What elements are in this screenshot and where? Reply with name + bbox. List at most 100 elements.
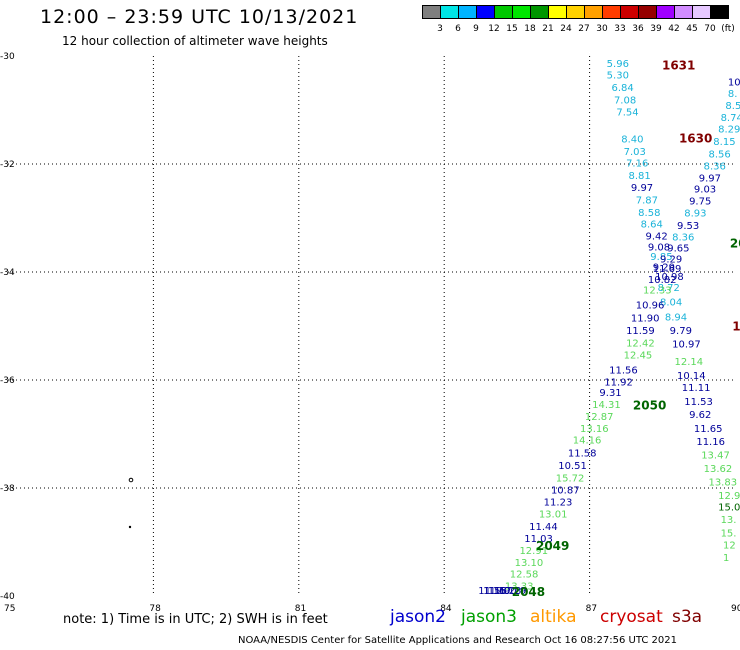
swh-value: 13.33 [505, 582, 534, 593]
swh-value: 11.03 [524, 534, 553, 545]
pass-label: 1629 [732, 319, 740, 333]
scale-label: 12 [488, 24, 500, 34]
swh-value: 11.16 [696, 437, 725, 448]
swh-value: 12.14 [675, 357, 704, 368]
swh-value: 6.84 [612, 83, 634, 94]
swh-value: 1 [723, 553, 729, 564]
swh-value: 11.58 [568, 449, 597, 460]
scale-label: 18 [524, 24, 536, 34]
swh-value: 13.47 [701, 450, 730, 461]
swh-value: 11.11 [682, 383, 711, 394]
swh-value: 13.83 [708, 477, 737, 488]
swh-value: 13.16 [580, 424, 609, 435]
note-text: note: 1) Time is in UTC; 2) SWH is in fe… [63, 612, 328, 627]
swh-value: 8.58 [638, 208, 660, 219]
swh-value: 15.72 [556, 474, 585, 485]
swh-value: 12.58 [510, 570, 539, 581]
legend-cryosat: cryosat [600, 607, 663, 627]
y-tick-label: -32 [0, 160, 15, 170]
swh-value: 8.56 [708, 150, 730, 161]
swh-value: 15.0 [718, 503, 740, 514]
swh-value: 11.55 [478, 586, 507, 597]
scale-label: 42 [668, 24, 680, 34]
swh-value: 11.53 [684, 397, 713, 408]
swh-value: 9.29 [653, 262, 675, 273]
x-tick-label: 81 [295, 604, 306, 614]
pass-label: 2050 [633, 399, 666, 413]
scale-label: 6 [455, 24, 461, 34]
scale-label: 24 [560, 24, 572, 34]
swh-value: 11.23 [544, 497, 573, 508]
pass-label: 2051 [730, 237, 740, 251]
swh-value: 8.29 [718, 125, 740, 136]
swh-value: 13.62 [704, 464, 733, 475]
x-tick-label: 78 [149, 604, 161, 614]
scale-label: 30 [596, 24, 608, 34]
swh-value: 11.90 [488, 586, 517, 597]
legend-jason2: jason2 [390, 607, 446, 627]
swh-value: 14.16 [573, 436, 602, 447]
swh-value: 8.40 [621, 134, 643, 145]
scale-label: 21 [542, 24, 554, 34]
swh-value: 15. [721, 529, 737, 540]
swh-value: 10.19 [498, 586, 527, 597]
swh-value: 10.82 [648, 275, 677, 286]
swh-value: 7.16 [626, 159, 648, 170]
x-tick-label: 87 [586, 604, 597, 614]
swh-value: 7.03 [624, 147, 646, 158]
swh-value: 8.36 [704, 161, 726, 172]
x-tick-label: 75 [4, 604, 15, 614]
swh-value: 5.96 [607, 59, 629, 70]
swh-value: 9.85 [650, 252, 672, 263]
swh-value: 13.01 [539, 510, 568, 521]
swh-value: 11.92 [604, 377, 633, 388]
swh-value: 12.33 [643, 286, 672, 297]
swh-value: 8.81 [628, 171, 650, 182]
y-tick-label: -40 [0, 592, 15, 602]
y-tick-label: -30 [0, 52, 15, 62]
y-tick-label: -36 [0, 376, 15, 386]
swh-value: 10.96 [636, 301, 665, 312]
data-layer: 5.965.306.847.087.548.407.037.168.819.97… [478, 59, 740, 600]
swh-value: 7.54 [616, 107, 638, 118]
swh-value: 8.04 [660, 297, 682, 308]
swh-value: 12.9 [718, 491, 740, 502]
swh-value: 8.94 [665, 313, 687, 324]
swh-value: 9.31 [599, 388, 621, 399]
swh-value: 10.14 [677, 371, 706, 382]
legend-s3a: s3a [672, 607, 703, 627]
swh-value: 12 [723, 540, 736, 551]
swh-value: 8.15 [713, 137, 735, 148]
x-tick-label: 90 [731, 604, 740, 614]
swh-value: 11.65 [694, 424, 723, 435]
scale-label: 45 [686, 24, 698, 34]
chart-title: 12:00 – 23:59 UTC 10/13/2021 [40, 6, 359, 28]
swh-value: 11.44 [529, 522, 558, 533]
y-tick-label: -34 [0, 268, 15, 278]
swh-value: 8.74 [721, 113, 740, 124]
swh-value: 9.97 [699, 173, 721, 184]
swh-value: 9.08 [648, 242, 670, 253]
pass-label: 2048 [512, 585, 545, 599]
swh-value: 8.5 [725, 101, 740, 112]
island-marker [128, 477, 134, 483]
swh-value: 9.03 [694, 185, 716, 196]
swh-value: 9.97 [631, 183, 653, 194]
swh-value: 9.65 [667, 243, 689, 254]
swh-value: 10.98 [655, 272, 684, 283]
swh-value: 11.59 [626, 326, 655, 337]
scale-label: 15 [506, 24, 518, 34]
scale-label: 70 [704, 24, 716, 34]
scale-label: 3 [437, 24, 443, 34]
swh-value: 8.64 [641, 220, 663, 231]
swh-value: 12.87 [585, 412, 614, 423]
footer-credit: NOAA/NESDIS Center for Satellite Applica… [238, 635, 677, 646]
swh-value: 9.42 [645, 232, 667, 243]
scale-swatch [710, 5, 729, 19]
swh-value: 10.51 [558, 461, 587, 472]
swh-value: 11.69 [653, 264, 682, 275]
pass-label: 2049 [536, 539, 569, 553]
swh-value: 12.45 [624, 350, 653, 361]
swh-value: 13. [721, 515, 737, 526]
